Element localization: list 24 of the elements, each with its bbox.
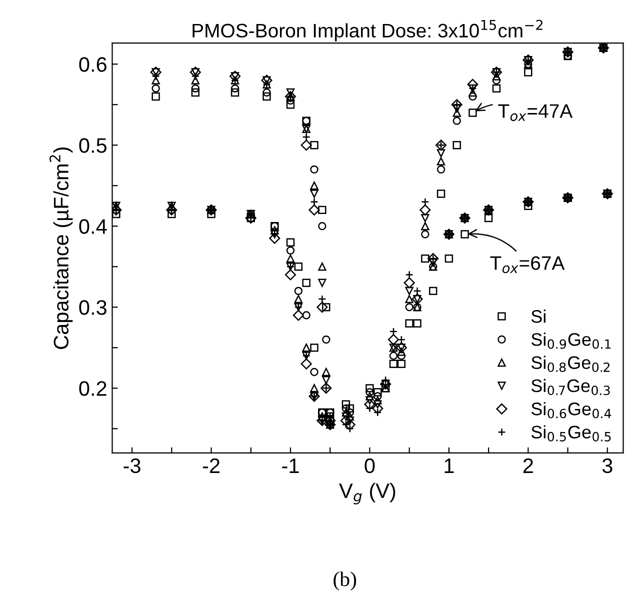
text: (b) bbox=[334, 572, 356, 590]
y-tick-label: 0.4 bbox=[79, 219, 107, 234]
x-tick-label: -2 bbox=[202, 458, 220, 473]
legend-label: Si bbox=[531, 310, 546, 323]
x-axis-title: V$_{g}$ (V) bbox=[339, 482, 396, 504]
y-tick-label: 0.6 bbox=[79, 57, 106, 72]
y-axis-title: Capacitance (µF/cm$^{2}$) bbox=[50, 147, 73, 349]
legend-label: Si$_{0.7}$Ge$_{0.3}$ bbox=[531, 378, 610, 396]
y-tick-label: 0.2 bbox=[79, 381, 106, 396]
legend-label: Si$_{0.9}$Ge$_{0.1}$ bbox=[531, 332, 611, 349]
legend-label: Si$_{0.8}$Ge$_{0.2}$ bbox=[531, 356, 610, 372]
annotation: T$_{ox}$=47A bbox=[498, 104, 573, 122]
y-tick-label: 0.3 bbox=[79, 300, 106, 315]
x-tick-label: 1 bbox=[444, 458, 454, 473]
x-tick-label: 3 bbox=[602, 458, 612, 474]
legend-label: Si$_{0.6}$Ge$_{0.4}$ bbox=[531, 402, 612, 418]
x-tick-label: -3 bbox=[124, 458, 140, 474]
annotation: T$_{ox}$=67A bbox=[490, 256, 565, 274]
x-tick-label: 2 bbox=[523, 458, 533, 473]
y-tick-label: 0.5 bbox=[79, 138, 106, 153]
chart-title: PMOS-Boron Implant Dose: 3x10$^{15}$cm$^{−2}$ bbox=[192, 20, 542, 42]
x-tick-label: 0 bbox=[364, 458, 375, 474]
legend-label: Si$_{0.5}$Ge$_{0.5}$ bbox=[531, 425, 611, 442]
x-tick-label: -1 bbox=[282, 458, 299, 473]
